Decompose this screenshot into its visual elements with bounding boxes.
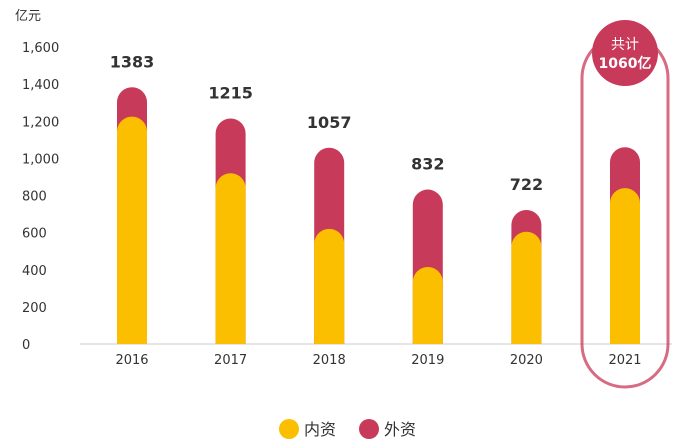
- total-label-2018: 1057: [307, 113, 352, 132]
- y-tick-label: 800: [22, 190, 47, 205]
- bar-domestic-2021: [610, 188, 640, 344]
- bar-domestic-2020: [511, 231, 542, 344]
- y-tick-label: 400: [22, 264, 47, 279]
- highlight-group: 共计 1060亿: [580, 20, 670, 389]
- x-tick-label: 2017: [214, 353, 247, 368]
- highlight-label-line1: 共计: [611, 37, 639, 53]
- x-tick-label: 2018: [313, 353, 346, 368]
- y-tick-label: 0: [22, 338, 30, 353]
- bars-group: 1383 1215 1057 832 722: [110, 52, 640, 344]
- x-tick-label: 2016: [115, 353, 148, 368]
- y-tick-label: 1,600: [22, 41, 59, 56]
- total-label-2019: 832: [411, 155, 444, 174]
- highlight-badge: [592, 20, 658, 86]
- y-axis-unit: 亿元: [15, 9, 41, 24]
- y-tick-label: 1,200: [22, 115, 59, 130]
- x-axis-ticks: 2016 2017 2018 2019 2020 2021: [115, 353, 641, 368]
- y-axis-ticks: 0 200 400 600 800 1,000 1,200 1,400 1,600: [22, 41, 59, 353]
- y-tick-label: 1,400: [22, 78, 59, 93]
- legend-label-domestic: 内资: [304, 420, 336, 439]
- y-tick-label: 600: [22, 227, 47, 242]
- bar-domestic-2018: [314, 228, 345, 344]
- x-tick-label: 2021: [608, 353, 641, 368]
- y-tick-label: 200: [22, 301, 47, 316]
- y-tick-label: 1,000: [22, 152, 59, 167]
- highlight-label-line2: 1060亿: [599, 55, 652, 72]
- total-label-2016: 1383: [110, 52, 155, 71]
- x-tick-label: 2019: [411, 353, 444, 368]
- legend: 内资 外资: [279, 419, 416, 439]
- bar-domestic-2017: [215, 173, 246, 344]
- legend-label-foreign: 外资: [384, 420, 416, 439]
- bar-domestic-2016: [117, 116, 147, 344]
- bar-domestic-2019: [412, 266, 443, 344]
- x-tick-label: 2020: [510, 353, 543, 368]
- total-label-2017: 1215: [208, 83, 253, 102]
- legend-marker-foreign: [359, 419, 379, 439]
- total-label-2020: 722: [510, 175, 543, 194]
- legend-marker-domestic: [279, 419, 299, 439]
